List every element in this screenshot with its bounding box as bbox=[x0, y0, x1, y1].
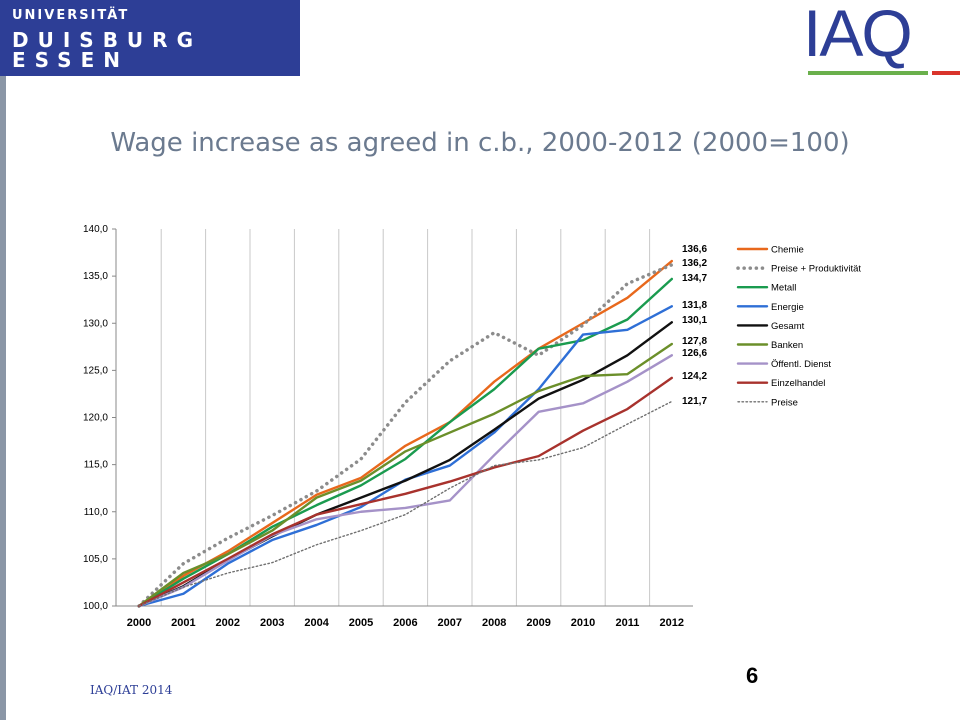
logo-university-text: UNIVERSITÄT bbox=[12, 8, 130, 23]
series-end-label: 121,7 bbox=[682, 396, 707, 407]
legend-label: Banken bbox=[771, 340, 803, 351]
series-line bbox=[137, 376, 673, 608]
left-accent-bar bbox=[0, 0, 6, 720]
y-tick-label: 100,0 bbox=[83, 601, 108, 612]
logo-essen-text: ESSEN bbox=[12, 48, 129, 72]
university-logo: UNIVERSITÄT DUISBURG ESSEN bbox=[0, 0, 300, 76]
series-line bbox=[137, 259, 673, 608]
x-tick-label: 2010 bbox=[571, 617, 595, 629]
series-line bbox=[137, 305, 673, 608]
series-line bbox=[137, 354, 673, 608]
legend-label: Einzelhandel bbox=[771, 378, 825, 389]
x-tick-label: 2000 bbox=[127, 617, 151, 629]
legend-label: Öffentl. Dienst bbox=[771, 359, 831, 370]
x-tick-label: 2009 bbox=[526, 617, 550, 629]
x-tick-label: 2008 bbox=[482, 617, 506, 629]
series-end-label: 126,6 bbox=[682, 348, 707, 359]
x-tick-label: 2001 bbox=[171, 617, 195, 629]
series-end-label: 130,1 bbox=[682, 315, 707, 326]
y-tick-label: 120,0 bbox=[83, 413, 108, 424]
series-line bbox=[137, 342, 673, 608]
series-end-label: 136,6 bbox=[682, 244, 707, 255]
legend-label: Energie bbox=[771, 302, 804, 313]
y-tick-label: 125,0 bbox=[83, 365, 108, 376]
x-tick-label: 2002 bbox=[216, 617, 240, 629]
y-tick-label: 105,0 bbox=[83, 554, 108, 565]
iaq-logo-green-bar bbox=[808, 71, 928, 75]
y-tick-label: 135,0 bbox=[83, 271, 108, 282]
series-end-label: 127,8 bbox=[682, 336, 707, 347]
x-tick-label: 2004 bbox=[304, 617, 329, 629]
legend-label: Preise bbox=[771, 397, 798, 408]
y-tick-label: 140,0 bbox=[83, 224, 108, 235]
series-line bbox=[138, 400, 673, 607]
legend-label: Metall bbox=[771, 283, 796, 294]
legend-label: Preise + Produktivität bbox=[771, 264, 861, 275]
series-line bbox=[137, 263, 674, 608]
series-end-label: 124,2 bbox=[682, 371, 707, 382]
x-tick-label: 2006 bbox=[393, 617, 417, 629]
slide-title: Wage increase as agreed in c.b., 2000-20… bbox=[110, 128, 850, 158]
x-tick-label: 2003 bbox=[260, 617, 284, 629]
x-tick-label: 2011 bbox=[615, 617, 639, 629]
series-end-label: 134,7 bbox=[682, 273, 707, 284]
x-tick-label: 2005 bbox=[349, 617, 373, 629]
footer-source: IAQ/IAT 2014 bbox=[90, 683, 173, 697]
legend-label: Chemie bbox=[771, 245, 804, 256]
logo-duisburg-text: DUISBURG bbox=[12, 28, 202, 52]
legend-label: Gesamt bbox=[771, 321, 805, 332]
page-number: 6 bbox=[746, 663, 759, 688]
x-tick-label: 2012 bbox=[660, 617, 684, 629]
iaq-logo: IAQ bbox=[803, 0, 913, 70]
series-end-label: 131,8 bbox=[682, 300, 707, 311]
y-tick-label: 130,0 bbox=[83, 318, 108, 329]
y-tick-label: 110,0 bbox=[84, 507, 109, 518]
y-tick-label: 115,0 bbox=[84, 460, 109, 471]
x-tick-label: 2007 bbox=[438, 617, 462, 629]
series-end-label: 136,2 bbox=[682, 258, 707, 269]
iaq-logo-red-bar bbox=[932, 71, 960, 75]
